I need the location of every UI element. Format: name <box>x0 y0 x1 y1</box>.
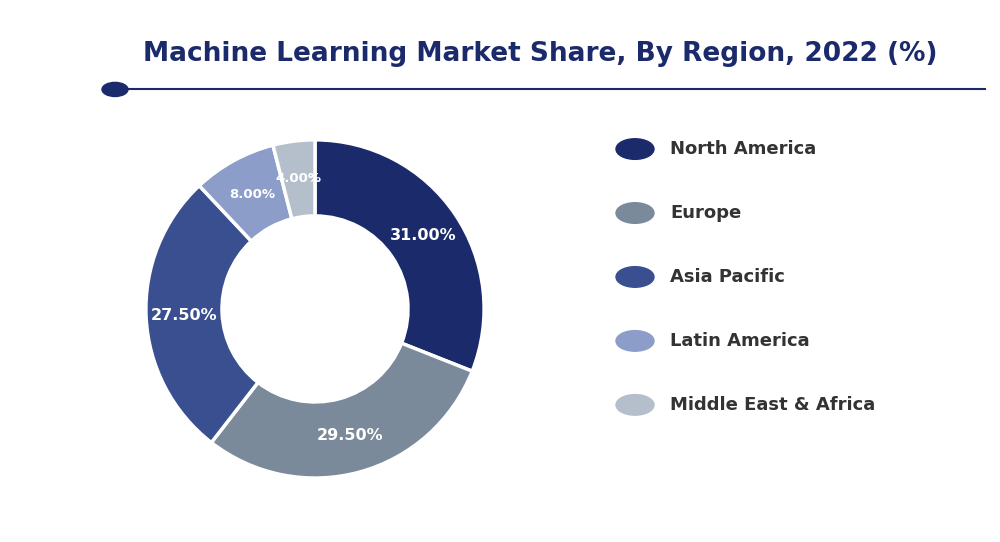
Text: Machine Learning Market Share, By Region, 2022 (%): Machine Learning Market Share, By Region… <box>143 41 937 67</box>
Text: Asia Pacific: Asia Pacific <box>670 268 785 286</box>
Text: 31.00%: 31.00% <box>390 228 457 243</box>
Wedge shape <box>315 140 484 371</box>
Text: Europe: Europe <box>670 204 741 222</box>
Text: 29.50%: 29.50% <box>316 428 383 443</box>
Wedge shape <box>211 343 472 478</box>
Text: Latin America: Latin America <box>670 332 810 350</box>
Text: RESEARCH: RESEARCH <box>34 56 82 65</box>
Text: 27.50%: 27.50% <box>151 308 217 322</box>
Text: North America: North America <box>670 140 816 158</box>
Wedge shape <box>273 140 315 219</box>
Text: 8.00%: 8.00% <box>229 188 275 201</box>
Text: 4.00%: 4.00% <box>276 172 322 185</box>
Wedge shape <box>199 145 292 241</box>
Text: PRECEDENCE: PRECEDENCE <box>29 35 87 44</box>
Wedge shape <box>146 186 258 443</box>
Text: Middle East & Africa: Middle East & Africa <box>670 396 875 414</box>
